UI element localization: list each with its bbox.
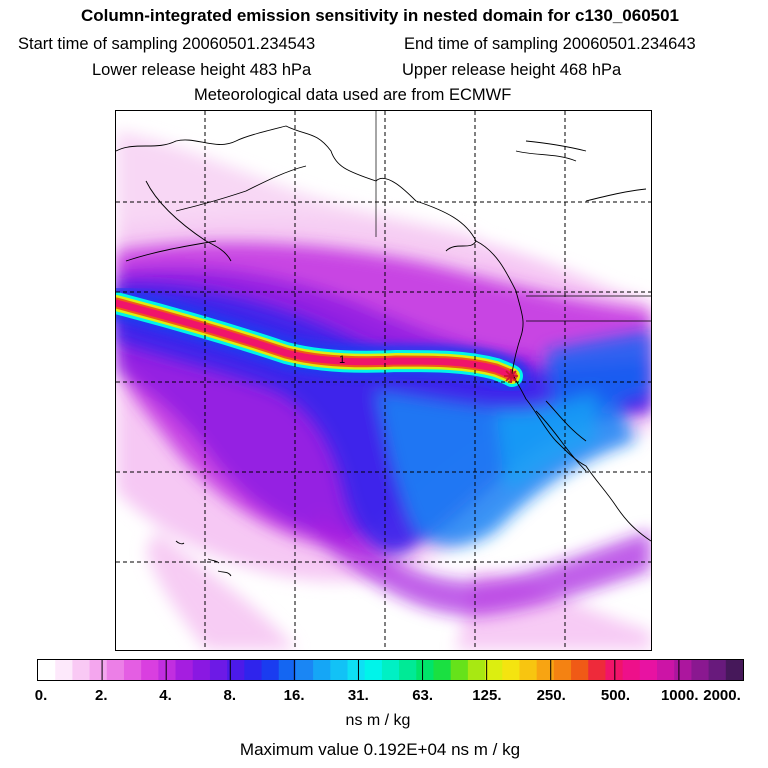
colorbar-tick-label: 16. — [283, 687, 305, 704]
track-marker: 1 — [339, 354, 345, 366]
lower-height-label: Lower release height 483 hPa — [92, 61, 312, 79]
colorbar-swatch — [433, 660, 452, 680]
colorbar-swatch — [605, 660, 624, 680]
chart-title: Column-integrated emission sensitivity i… — [80, 6, 680, 25]
colorbar-swatch — [141, 660, 159, 680]
colorbar-tick-label: 125. — [472, 687, 502, 704]
colorbar-swatch — [691, 660, 710, 680]
colorbar-swatch — [55, 660, 73, 680]
colorbar-swatch — [123, 660, 142, 680]
colorbar-swatch — [192, 660, 211, 680]
trajectory-track — [116, 286, 529, 393]
colorbar-swatch — [502, 660, 520, 680]
colorbar-swatch — [89, 660, 108, 680]
colorbar-tick-label: 0. — [34, 687, 48, 704]
colorbar-swatch — [639, 660, 658, 680]
colorbar-swatch — [519, 660, 538, 680]
colorbar-swatch — [622, 660, 641, 680]
colorbar-tick-label: 31. — [347, 687, 369, 704]
colorbar-swatch — [381, 660, 400, 680]
maximum-value: Maximum value 0.192E+04 ns m / kg — [239, 740, 521, 759]
colorbar-swatch — [278, 660, 297, 680]
end-time-label: End time of sampling 20060501.234643 — [404, 35, 696, 53]
colorbar-swatch — [467, 660, 486, 680]
graticule — [116, 111, 651, 650]
met-data-label: Meteorological data used are from ECMWF — [194, 86, 512, 104]
colorbar-swatch — [725, 660, 743, 680]
colorbar-swatch — [657, 660, 675, 680]
colorbar-swatch — [416, 660, 434, 680]
colorbar-tick-label: 500. — [600, 687, 631, 704]
colorbar-tick-label: 4. — [159, 687, 172, 704]
colorbar-swatch — [227, 660, 245, 680]
colorbar-swatch — [209, 660, 228, 680]
coastlines — [116, 125, 651, 577]
colorbar-swatch — [295, 660, 314, 680]
colorbar-tick-label: 250. — [536, 687, 566, 704]
colorbar-swatch — [38, 660, 56, 680]
start-time-label: Start time of sampling 20060501.234543 — [18, 35, 316, 53]
colorbar-tick-label: 1000. — [660, 687, 699, 704]
colorbar-swatch — [347, 660, 366, 680]
colorbar-swatch — [175, 660, 194, 680]
colorbar-swatch — [399, 660, 417, 680]
colorbar-units: ns m / kg — [345, 712, 411, 729]
colorbar-swatch — [674, 660, 692, 680]
colorbar-swatch — [313, 660, 331, 680]
colorbar-swatch — [364, 660, 383, 680]
colorbar-swatch — [106, 660, 125, 680]
colorbar-swatch — [261, 660, 280, 680]
colorbar-swatch — [553, 660, 572, 680]
colorbar-tick-label: 2000. — [703, 687, 741, 704]
colorbar-tick-label: 2. — [95, 687, 108, 704]
colorbar-swatch — [158, 660, 177, 680]
colorbar-swatch — [485, 660, 503, 680]
colorbar-swatch — [244, 660, 263, 680]
colorbar-swatch — [571, 660, 589, 680]
colorbar-tick-label: 63. — [412, 687, 434, 704]
colorbar-swatch — [450, 660, 469, 680]
sensitivity-map: 1 — [115, 110, 652, 651]
borders — [375, 111, 651, 322]
colorbar-swatch — [72, 660, 91, 680]
upper-height-label: Upper release height 468 hPa — [402, 61, 622, 79]
colorbar-swatch — [708, 660, 727, 680]
colorbar-swatch — [536, 660, 555, 680]
colorbar-swatch — [330, 660, 349, 680]
colorbar-swatch — [588, 660, 606, 680]
star-icon — [504, 369, 518, 383]
colorbar — [37, 659, 744, 681]
colorbar-tick-label: 8. — [223, 687, 237, 704]
